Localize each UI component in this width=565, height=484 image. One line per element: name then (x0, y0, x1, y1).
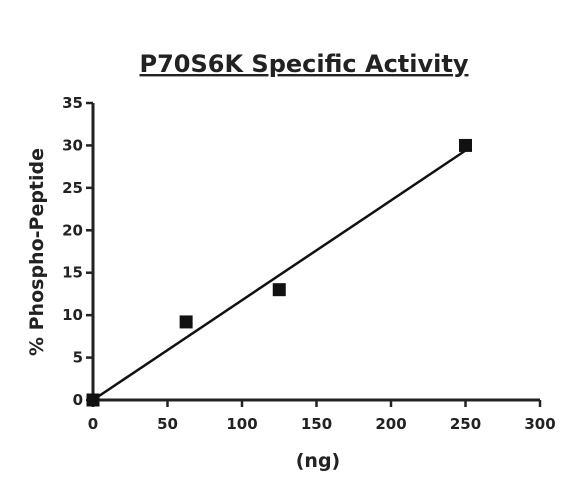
y-tick-label: 0 (73, 391, 83, 409)
data-points (86, 138, 472, 407)
y-tick-label: 35 (62, 94, 83, 112)
y-tick-label: 20 (62, 221, 83, 239)
y-tick-label: 10 (62, 306, 83, 324)
x-axis-label: (ng) (296, 450, 341, 472)
y-tick-label: 5 (73, 349, 83, 367)
data-point (459, 138, 472, 152)
y-tick-label: 30 (62, 136, 83, 154)
ticks: 0 5 10 15 20 25 30 35 0 50 100 150 200 250 300 (62, 94, 556, 433)
fit-line-layer (92, 149, 467, 402)
y-axis-label: % Phospho-Peptide (26, 148, 48, 356)
y-tick-label: 15 (62, 264, 83, 282)
x-tick-label: 100 (226, 415, 257, 433)
y-tick-label: 25 (62, 179, 83, 197)
x-tick-label: 250 (450, 415, 481, 433)
x-tick-label: 200 (375, 415, 406, 433)
fit-line (92, 149, 467, 402)
data-point (179, 315, 193, 329)
data-point (86, 393, 100, 407)
x-tick-label: 300 (524, 415, 555, 433)
chart-title: P70S6K Specific Activity (140, 50, 469, 78)
data-point (272, 283, 286, 297)
x-tick-label: 50 (157, 415, 178, 433)
x-tick-label: 150 (301, 415, 332, 433)
x-tick-label: 0 (88, 415, 98, 433)
